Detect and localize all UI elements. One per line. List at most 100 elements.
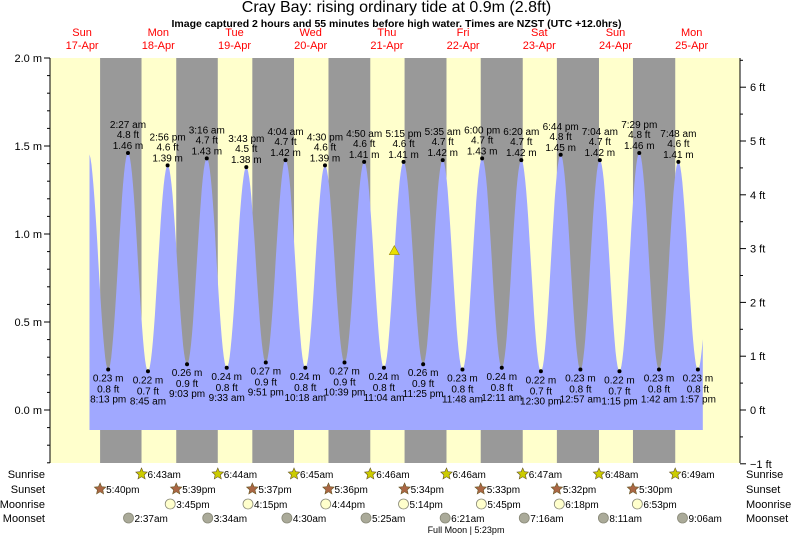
low-tide-point (342, 360, 347, 365)
tide-height-m-label: 1.41 m (349, 150, 380, 161)
sunset-time: 5:39pm (182, 485, 215, 496)
tide-height-ft-label: 0.8 ft (97, 385, 119, 396)
moonset-moon-icon (439, 512, 451, 524)
moonset-time: 8:11am (609, 514, 642, 525)
sunrise-row-label-left: Sunrise (8, 469, 45, 481)
tide-height-m-label: 1.39 m (152, 153, 183, 164)
high-tide-point (440, 158, 445, 163)
date-label: 21-Apr (370, 40, 403, 52)
moonrise-time: 5:45pm (487, 500, 520, 511)
moonrise-moon-icon (164, 498, 176, 510)
sunrise-time: 6:43am (148, 470, 181, 481)
right-tick-label: 2 ft (750, 297, 765, 309)
moonset-time: 7:16am (530, 514, 563, 525)
tide-time-label: 10:39 pm (324, 387, 366, 398)
high-tide-point (165, 163, 170, 168)
tide-height-m-label: 0.24 m (486, 372, 517, 383)
high-tide-point (322, 163, 327, 168)
low-tide-point (695, 367, 700, 372)
right-tick-label: 5 ft (750, 136, 765, 148)
left-tick-label: 1.0 m (14, 229, 42, 241)
moonrise-moon-icon (553, 498, 565, 510)
tide-time-label: 6:44 pm (543, 122, 579, 133)
moonrise-time: 4:44pm (332, 500, 365, 511)
sunset-icon (474, 482, 488, 495)
moonrise-time: 4:15pm (254, 500, 287, 511)
right-tick-label: 3 ft (750, 244, 765, 256)
tide-height-ft-label: 4.6 ft (667, 139, 689, 150)
tide-height-ft-label: 4.8 ft (628, 130, 650, 141)
sunset-icon (550, 482, 564, 495)
low-tide-point (617, 369, 622, 374)
tide-height-m-label: 1.46 m (113, 141, 144, 152)
date-label: 25-Apr (675, 40, 708, 52)
date-label: 18-Apr (142, 40, 175, 52)
tide-height-ft-label: 4.5 ft (235, 144, 257, 155)
tide-height-ft-label: 4.7 ft (432, 137, 454, 148)
low-tide-point (499, 365, 504, 370)
tide-height-m-label: 0.24 m (369, 372, 400, 383)
sunset-icon (169, 482, 183, 495)
sunrise-icon (363, 467, 377, 480)
sunset-time: 5:33pm (487, 485, 520, 496)
tide-area (89, 153, 703, 430)
tide-height-ft-label: 4.7 ft (589, 137, 611, 148)
moonrise-time: 6:18pm (565, 500, 598, 511)
tide-height-ft-label: 4.6 ft (314, 142, 336, 153)
sunrise-icon (211, 467, 225, 480)
tide-height-m-label: 1.45 m (545, 143, 576, 154)
tide-time-label: 4:04 am (267, 127, 303, 138)
tide-time-label: 5:35 am (425, 127, 461, 138)
low-tide-point (263, 360, 268, 365)
tide-height-ft-label: 0.7 ft (608, 386, 630, 397)
tide-time-label: 10:18 am (284, 393, 326, 404)
tide-height-m-label: 1.41 m (388, 150, 419, 161)
tide-height-m-label: 1.42 m (270, 148, 301, 159)
tide-height-m-label: 0.23 m (644, 374, 675, 385)
moonrise-row-label-left: Moonrise (0, 499, 45, 511)
sunset-time: 5:32pm (563, 485, 596, 496)
tide-height-m-label: 0.22 m (526, 375, 557, 386)
left-tick-label: 2.0 m (14, 53, 42, 65)
sunset-icon (398, 482, 412, 495)
tide-height-ft-label: 0.9 ft (333, 377, 355, 388)
tide-time-label: 6:20 am (503, 127, 539, 138)
high-tide-point (204, 156, 209, 161)
tide-height-ft-label: 4.7 ft (510, 137, 532, 148)
high-tide-point (125, 151, 130, 156)
sunset-icon (245, 482, 259, 495)
moonrise-moon-icon (631, 498, 643, 510)
tide-time-label: 7:48 am (660, 129, 696, 140)
moonset-moon-icon (281, 512, 293, 524)
high-tide-point (283, 158, 288, 163)
sunset-row-label-left: Sunset (11, 484, 45, 496)
day-of-week-label: Wed (299, 27, 321, 39)
high-tide-point (480, 156, 485, 161)
moonrise-moon-icon (475, 498, 487, 510)
high-tide-point (676, 159, 681, 164)
tide-time-label: 9:33 am (209, 393, 245, 404)
sunset-icon (93, 482, 107, 495)
tide-height-m-label: 1.38 m (231, 155, 262, 166)
low-tide-point (460, 367, 465, 372)
low-tide-point (224, 365, 229, 370)
tide-height-m-label: 0.23 m (93, 374, 124, 385)
moonset-row-label-left: Moonset (3, 513, 45, 525)
sunrise-time: 6:49am (681, 470, 714, 481)
moonset-time: 5:25am (372, 514, 405, 525)
low-tide-point (421, 362, 426, 367)
sunset-time: 5:30pm (639, 485, 672, 496)
tide-height-ft-label: 0.8 ft (491, 383, 513, 394)
tide-height-m-label: 1.43 m (467, 146, 498, 157)
tide-time-label: 6:00 pm (464, 125, 500, 136)
tide-time-label: 3:16 am (189, 125, 225, 136)
moonset-moon-icon (677, 512, 688, 524)
right-tick-label: 4 ft (750, 190, 765, 202)
sunset-time: 5:40pm (106, 485, 139, 496)
sunrise-time: 6:46am (452, 470, 485, 481)
tide-time-label: 4:30 pm (307, 132, 343, 143)
moonrise-row-label-right: Moonrise (746, 499, 791, 511)
low-tide-point (381, 365, 386, 370)
moonset-time: 4:30am (293, 514, 326, 525)
tide-time-label: 11:25 pm (403, 389, 444, 400)
